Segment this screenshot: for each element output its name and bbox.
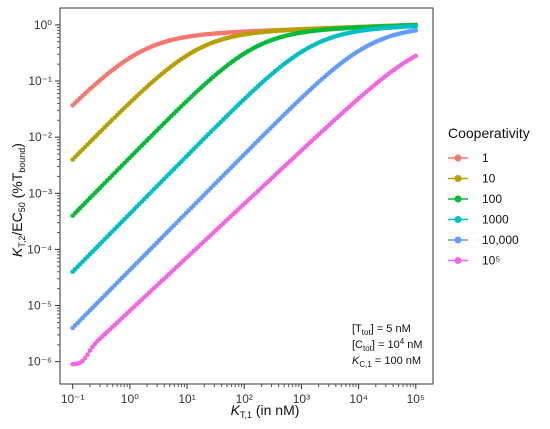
legend-label: 10,000	[482, 233, 519, 247]
x-tick-label: 10²	[236, 392, 253, 406]
x-tick-label: 10⁴	[349, 392, 368, 406]
legend-label: 10⁵	[482, 254, 500, 268]
series-5	[70, 53, 419, 367]
series-4	[70, 28, 419, 331]
annotation-c-tot: [Ctot] = 104 nM	[352, 337, 423, 353]
legend-swatch-dot	[454, 175, 462, 182]
x-tick-label: 10⁻¹	[61, 392, 85, 406]
y-tick-label: 10⁻²	[28, 130, 52, 144]
x-tick-label: 10⁵	[407, 392, 425, 406]
legend-swatch-dot	[454, 236, 462, 244]
x-tick-label: 10¹	[178, 392, 195, 406]
y-tick-label: 10⁻¹	[28, 74, 52, 88]
x-axis-title: KT,1 (in nM)	[231, 402, 300, 420]
y-tick-label: 10⁻⁶	[27, 355, 52, 369]
x-tick-label: 10⁰	[121, 392, 139, 406]
legend-item: 1000	[448, 213, 509, 227]
y-tick-label: 10⁰	[34, 18, 52, 32]
series-3	[70, 23, 419, 275]
x-tick-label: 10³	[293, 392, 310, 406]
data-point	[413, 28, 419, 33]
y-tick-label: 10⁻⁵	[27, 299, 52, 313]
data-point	[413, 23, 419, 29]
data-point	[82, 355, 88, 361]
legend: Cooperativity 1 10 100 1000 10,000 10⁵	[448, 125, 530, 268]
legend-label: 1	[482, 151, 489, 165]
annotation-box: [Ttot] = 5 nM [Ctot] = 104 nM KC,1 = 100…	[352, 323, 423, 369]
legend-swatch-dot	[454, 154, 462, 162]
y-axis-title: KT,2/EC50 (%Tbound)	[9, 143, 27, 257]
legend-item: 10⁵	[448, 254, 500, 268]
data-point	[90, 344, 95, 350]
legend-label: 1000	[482, 213, 509, 227]
data-point	[85, 352, 90, 357]
legend-swatch-dot	[454, 257, 462, 264]
annotation-t-tot: [Ttot] = 5 nM	[352, 323, 411, 337]
data-point	[87, 348, 93, 353]
legend-item: 10,000	[448, 233, 519, 247]
axis-ticks: 10⁻¹ 10⁰ 10¹ 10² 10³ 10⁴ 10⁵ 10⁻⁶ 10⁻⁵ 10⁻⁴ 10⁻³ 10…	[27, 18, 425, 406]
legend-label: 10	[482, 172, 496, 186]
series-2	[70, 22, 419, 218]
legend-item: 1	[448, 151, 489, 165]
series-markers	[70, 22, 419, 367]
annotation-kc1: KC,1 = 100 nM	[352, 355, 421, 369]
legend-swatch-dot	[454, 216, 462, 223]
legend-swatch-dot	[454, 195, 462, 203]
y-tick-label: 10⁻³	[28, 186, 52, 200]
y-tick-label: 10⁻⁴	[27, 242, 52, 256]
legend-item: 100	[448, 192, 502, 206]
legend-item: 10	[448, 172, 496, 186]
data-point	[413, 53, 419, 59]
legend-title: Cooperativity	[448, 125, 530, 141]
legend-label: 100	[482, 192, 502, 206]
